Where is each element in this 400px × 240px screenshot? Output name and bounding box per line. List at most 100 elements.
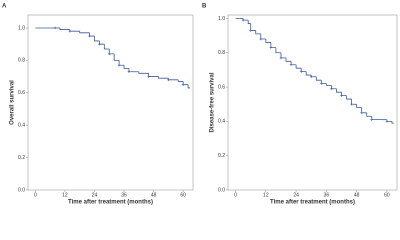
x-tick-label: 24 (92, 192, 98, 198)
survival-step (69, 29, 80, 32)
survival-step (351, 99, 357, 105)
survival-step (285, 57, 292, 62)
survival-step (59, 27, 70, 30)
survival-step (265, 39, 271, 43)
censor-mark (98, 42, 101, 46)
survival-step (128, 68, 139, 73)
x-tick-label: 36 (121, 192, 127, 198)
survival-step (89, 32, 95, 37)
survival-step (391, 121, 394, 124)
y-tick-label: 0.2 (18, 155, 25, 161)
survival-step (280, 52, 287, 59)
censor-mark (249, 29, 253, 32)
y-tick-label: 1.0 (18, 25, 25, 31)
censor-mark (68, 29, 72, 33)
survival-step (325, 83, 332, 86)
survival-step (123, 65, 129, 69)
censor-mark (167, 78, 170, 82)
censor-mark (385, 120, 389, 123)
survival-step (346, 95, 352, 100)
survival-step (270, 42, 276, 48)
survival-step (320, 80, 327, 85)
survival-step (275, 47, 281, 54)
censor-mark (241, 18, 245, 22)
censor-mark (320, 82, 323, 85)
survival-step (260, 33, 266, 40)
censor-mark (127, 70, 131, 74)
y-tick-label: 0.4 (18, 123, 25, 129)
plot-frame (227, 14, 398, 191)
survival-step (341, 92, 347, 97)
censor-mark (340, 94, 343, 97)
y-tick-label: 0.8 (18, 58, 25, 64)
x-tick-label: 60 (180, 192, 186, 198)
survival-step (255, 30, 261, 35)
survival-step (113, 53, 120, 61)
censor-mark (350, 102, 353, 106)
x-tick-label: 24 (293, 192, 299, 198)
censor-mark (117, 63, 121, 67)
survival-step (336, 88, 342, 93)
survival-step (138, 71, 149, 74)
y-tick-label: 0.8 (218, 50, 225, 56)
survival-step (187, 84, 191, 89)
x-axis-label: Time after treatment (months) (270, 200, 355, 206)
x-tick-label: 48 (354, 192, 360, 198)
x-tick-label: 0 (234, 192, 237, 198)
censor-mark (360, 111, 363, 115)
survival-step (99, 40, 105, 45)
x-tick-label: 36 (324, 192, 330, 198)
survival-step (250, 23, 256, 31)
x-tick-label: 12 (62, 192, 68, 198)
survival-step (79, 31, 90, 34)
censor-mark (269, 46, 273, 49)
survival-step (182, 81, 189, 86)
censor-mark (370, 118, 374, 121)
survival-step (290, 61, 297, 66)
survival-step (356, 104, 362, 109)
y-axis-label: Disease-free survival (210, 72, 216, 132)
censor-mark (147, 75, 150, 78)
censor-mark (279, 56, 283, 60)
survival-step (300, 68, 307, 73)
x-axis-label: Time after treatment (months) (68, 200, 153, 206)
y-axis-label: Overall survival (10, 80, 16, 125)
censor-mark (53, 26, 57, 30)
survival-step (167, 78, 179, 81)
x-tick-label: 48 (151, 192, 157, 198)
y-tick-label: 0.2 (218, 153, 225, 159)
survival-step (108, 49, 115, 55)
survival-step (247, 20, 251, 24)
x-tick-label: 60 (384, 192, 390, 198)
censor-mark (309, 75, 313, 79)
censor-mark (107, 52, 111, 56)
censor-mark (289, 63, 293, 67)
y-tick-label: 0.0 (218, 187, 225, 193)
survival-step (103, 44, 110, 50)
survival-step (148, 73, 159, 77)
y-tick-label: 0.6 (218, 84, 225, 90)
survival-step (371, 116, 382, 121)
survival-step (177, 79, 184, 82)
panel-label: B (202, 4, 207, 10)
censor-mark (88, 34, 91, 38)
survival-step (331, 85, 337, 90)
censor-mark (330, 87, 333, 91)
survival-step (305, 71, 312, 76)
survival-step (315, 76, 322, 81)
panel-label: A (2, 4, 7, 10)
censor-mark (259, 37, 263, 41)
survival-step (366, 112, 372, 117)
censor-mark (181, 83, 185, 86)
plot-frame (27, 14, 194, 191)
survival-step (118, 60, 125, 66)
y-tick-label: 0.0 (18, 187, 25, 193)
survival-step (361, 107, 367, 114)
chart: A 0.0 0.2 0.4 0.6 0.8 1.0 0 12 24 36 48 60 Time after… (2, 4, 398, 206)
survival-step (158, 76, 169, 79)
censor-mark (299, 70, 303, 73)
survival-step (295, 64, 302, 69)
y-tick-label: 0.4 (218, 119, 225, 125)
x-tick-label: 0 (34, 192, 37, 198)
y-tick-label: 1.0 (218, 16, 225, 22)
